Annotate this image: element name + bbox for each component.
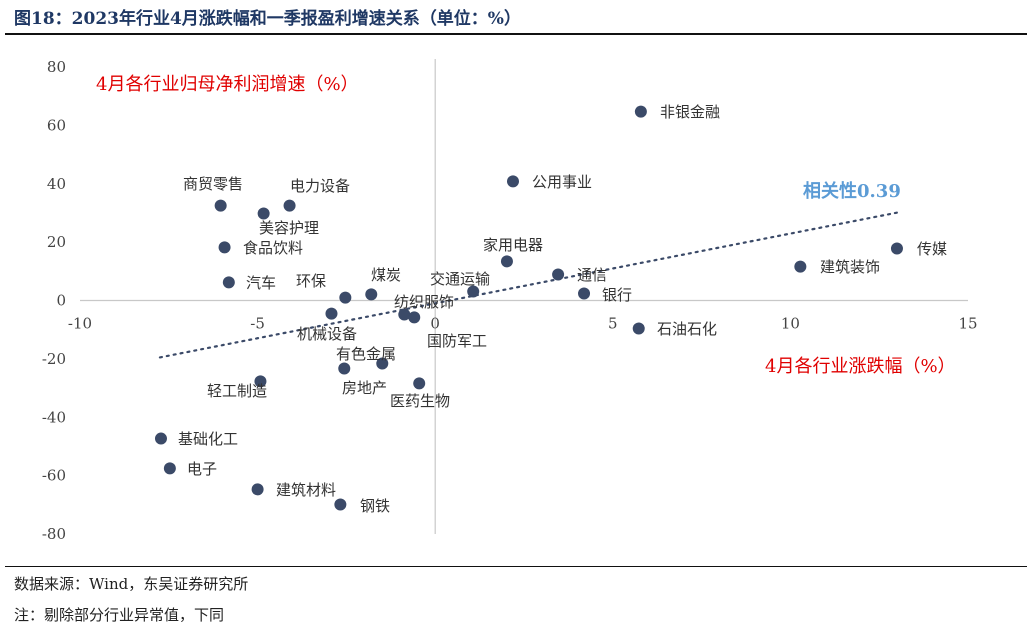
point-label: 纺织服饰 (394, 293, 454, 311)
point-label: 商贸零售 (183, 175, 243, 193)
point-label: 环保 (296, 272, 326, 290)
data-point (339, 291, 352, 304)
x-tick-label: 0 (430, 315, 440, 333)
source-note: 数据来源：Wind，东吴证券研究所 (14, 575, 249, 593)
y-tick-label: 0 (56, 292, 66, 310)
point-label: 医药生物 (390, 392, 450, 410)
point-label: 食品饮料 (243, 239, 303, 257)
point-label: 电力设备 (290, 177, 350, 195)
data-point (365, 288, 378, 301)
data-point (890, 242, 903, 255)
y-tick-label: 20 (47, 233, 66, 251)
y-tick-label: -80 (42, 525, 66, 543)
data-point (376, 357, 389, 370)
point-label: 汽车 (246, 274, 276, 292)
point-label: 煤炭 (371, 266, 401, 284)
top-rule (5, 33, 1027, 35)
point-label: 房地产 (342, 379, 387, 397)
x-tick-label: 15 (958, 315, 977, 333)
point-label: 非银金融 (660, 103, 720, 121)
data-point (283, 199, 296, 212)
data-point (338, 362, 351, 375)
point-label: 建筑材料 (276, 481, 336, 499)
y-tick-label: -20 (42, 350, 66, 368)
bottom-rule (5, 566, 1027, 567)
y-axis-title: 4月各行业归母净利润增速（%） (96, 74, 359, 95)
data-point (214, 199, 227, 212)
data-point (222, 276, 235, 289)
data-point (467, 285, 480, 298)
point-label: 家用电器 (483, 236, 543, 254)
scatter-chart: -10 -5 0 5 10 15 80 60 40 20 0 -20 -40 -60 -80 非银金融公用事业… (42, 58, 978, 543)
point-label: 机械设备 (297, 325, 357, 343)
x-tick-label: -10 (68, 315, 92, 333)
data-point (218, 241, 231, 254)
point-label: 国防军工 (427, 332, 487, 350)
data-point (251, 483, 264, 496)
x-tick-label: 5 (608, 315, 618, 333)
y-tick-label: 80 (47, 58, 66, 76)
trendline (158, 211, 899, 359)
data-point (334, 498, 347, 511)
data-point (552, 268, 565, 281)
figure-title: 图18：2023年行业4月涨跌幅和一季报盈利增速关系（单位：%） (14, 9, 521, 29)
x-axis-title: 4月各行业涨跌幅（%） (765, 356, 956, 377)
data-point (154, 432, 167, 445)
point-label: 电子 (187, 460, 217, 478)
y-tick-label: -60 (42, 467, 66, 485)
data-point (163, 462, 176, 475)
x-tick-label: 10 (781, 315, 800, 333)
data-point (413, 377, 426, 390)
data-point (578, 287, 591, 300)
point-label: 银行 (602, 286, 632, 304)
point-label: 公用事业 (532, 173, 592, 191)
point-label: 轻工制造 (207, 382, 267, 400)
data-point (500, 255, 513, 268)
point-label: 交通运输 (430, 270, 490, 288)
data-point (398, 308, 411, 321)
point-label: 钢铁 (360, 497, 390, 515)
y-tick-label: -40 (42, 408, 66, 426)
data-point (257, 207, 270, 220)
point-label: 石油石化 (657, 320, 717, 338)
point-label: 基础化工 (178, 430, 238, 448)
data-point (794, 260, 807, 273)
point-label: 美容护理 (259, 219, 319, 237)
point-label: 通信 (577, 266, 607, 284)
data-point (506, 175, 519, 188)
correlation-annotation: 相关性0.39 (803, 180, 901, 202)
y-tick-label: 40 (47, 175, 66, 193)
footnote: 注：剔除部分行业异常值，下同 (14, 606, 225, 624)
data-point (325, 307, 338, 320)
data-point (634, 105, 647, 118)
point-label: 传媒 (917, 240, 947, 258)
y-tick-label: 60 (47, 116, 66, 134)
data-point (632, 322, 645, 335)
data-point (254, 375, 267, 388)
x-tick-label: -5 (250, 315, 265, 333)
data-point (408, 311, 421, 324)
point-label: 有色金属 (336, 345, 396, 363)
point-label: 建筑装饰 (820, 258, 880, 276)
